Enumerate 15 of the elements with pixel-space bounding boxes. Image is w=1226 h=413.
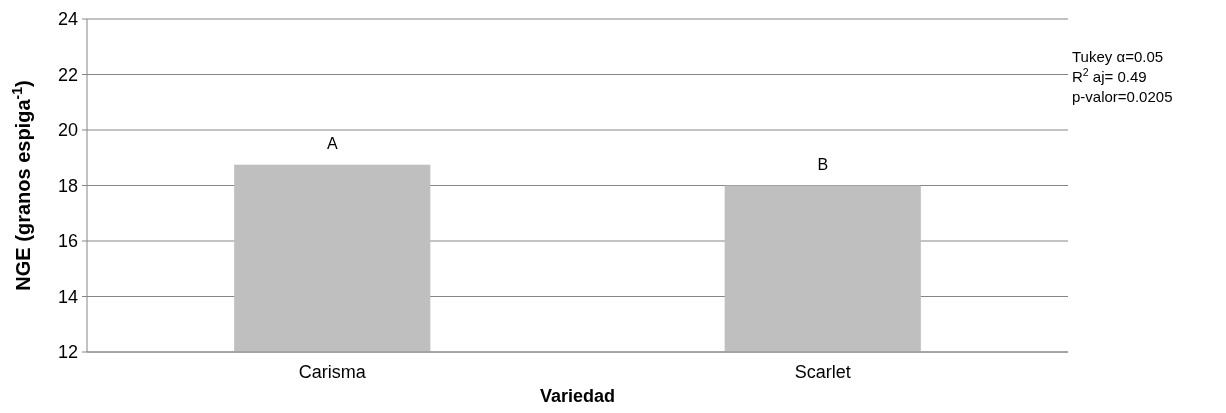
x-tick-label: Scarlet bbox=[794, 362, 851, 382]
y-tick-label: 12 bbox=[57, 342, 78, 363]
text: R$^{2}$ aj= 0.49 bbox=[1072, 66, 1147, 85]
x-tick-label: Carisma bbox=[298, 362, 367, 382]
annotation: A bbox=[326, 134, 338, 152]
y-tick-label: 14 bbox=[57, 286, 78, 307]
y-tick-label: 22 bbox=[57, 64, 78, 85]
text: p-valor=0.0205 bbox=[1072, 88, 1173, 105]
y-tick-label: 16 bbox=[57, 231, 78, 252]
x-axis-title: Variedad bbox=[539, 386, 616, 406]
y-tick-label: 18 bbox=[57, 175, 78, 196]
text: Tukey α=0.05 bbox=[1072, 48, 1164, 65]
annotation: B bbox=[817, 155, 829, 173]
y-tick-label: 24 bbox=[57, 9, 78, 30]
y-tick-label: 20 bbox=[57, 120, 78, 141]
